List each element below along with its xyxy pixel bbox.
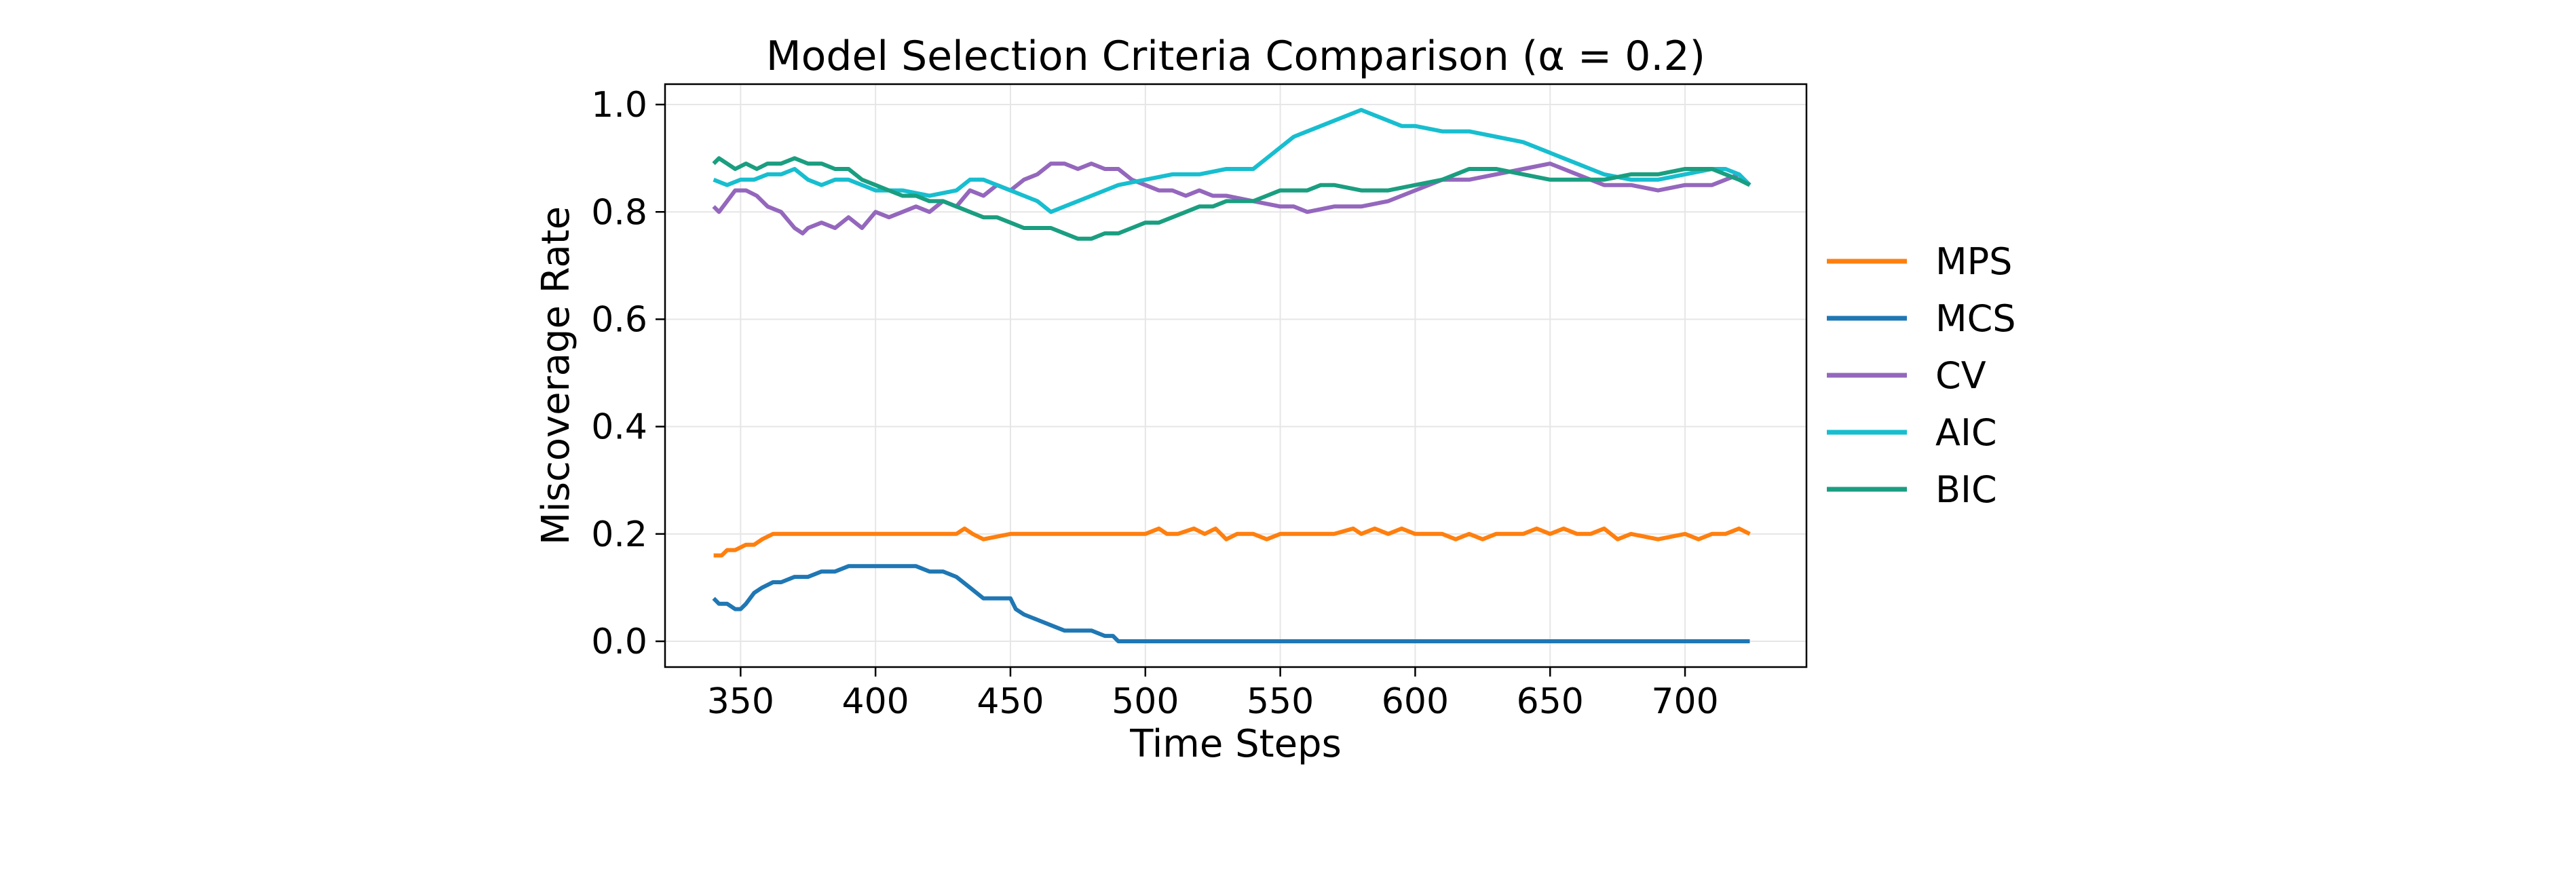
legend-label: MCS xyxy=(1935,297,2016,340)
y-tick-label: 0.0 xyxy=(591,622,647,662)
y-tick-label: 1.0 xyxy=(591,85,647,126)
legend-label: BIC xyxy=(1935,468,1997,511)
series-line-cv xyxy=(712,162,1751,235)
series-line-bic xyxy=(712,156,1751,241)
x-tick-label: 500 xyxy=(1112,681,1179,722)
x-tick-label: 700 xyxy=(1651,681,1718,722)
x-tick-label: 450 xyxy=(977,681,1044,722)
series-line-mcs xyxy=(712,564,1750,643)
x-axis-label: Time Steps xyxy=(1129,722,1342,766)
y-tick-label: 0.8 xyxy=(591,192,647,233)
chart-title: Model Selection Criteria Comparison (α =… xyxy=(766,33,1705,80)
x-tick-label: 400 xyxy=(842,681,909,722)
ticks-layer: 350 400 450 500 550 600 650 700 0.0 0.2 0.4 0.6 0.8 1… xyxy=(591,85,1718,722)
y-tick-label: 0.6 xyxy=(591,299,647,340)
legend-label: AIC xyxy=(1935,411,1997,454)
legend-item-mcs: MCS xyxy=(1827,297,2016,340)
x-tick-label: 350 xyxy=(707,681,774,722)
y-tick-label: 0.2 xyxy=(591,514,647,555)
y-axis-label: Miscoverage Rate xyxy=(534,206,578,545)
legend-item-aic: AIC xyxy=(1827,411,1997,454)
axes-frame xyxy=(664,83,1808,668)
series-line-aic xyxy=(713,108,1751,214)
x-tick-label: 650 xyxy=(1517,681,1584,722)
grid-layer xyxy=(665,84,1806,667)
x-tick-label: 550 xyxy=(1247,681,1314,722)
series-layer xyxy=(712,108,1751,643)
legend-label: MPS xyxy=(1935,240,2012,283)
legend-label: CV xyxy=(1935,354,1986,397)
legend-item-mps: MPS xyxy=(1827,240,2012,283)
legend: MPS MCS CV AIC BIC xyxy=(1827,240,2016,511)
y-tick-label: 0.4 xyxy=(591,407,647,448)
legend-item-bic: BIC xyxy=(1827,468,1997,511)
legend-item-cv: CV xyxy=(1827,354,1986,397)
series-line-mps xyxy=(713,526,1751,558)
x-tick-label: 600 xyxy=(1382,681,1449,722)
